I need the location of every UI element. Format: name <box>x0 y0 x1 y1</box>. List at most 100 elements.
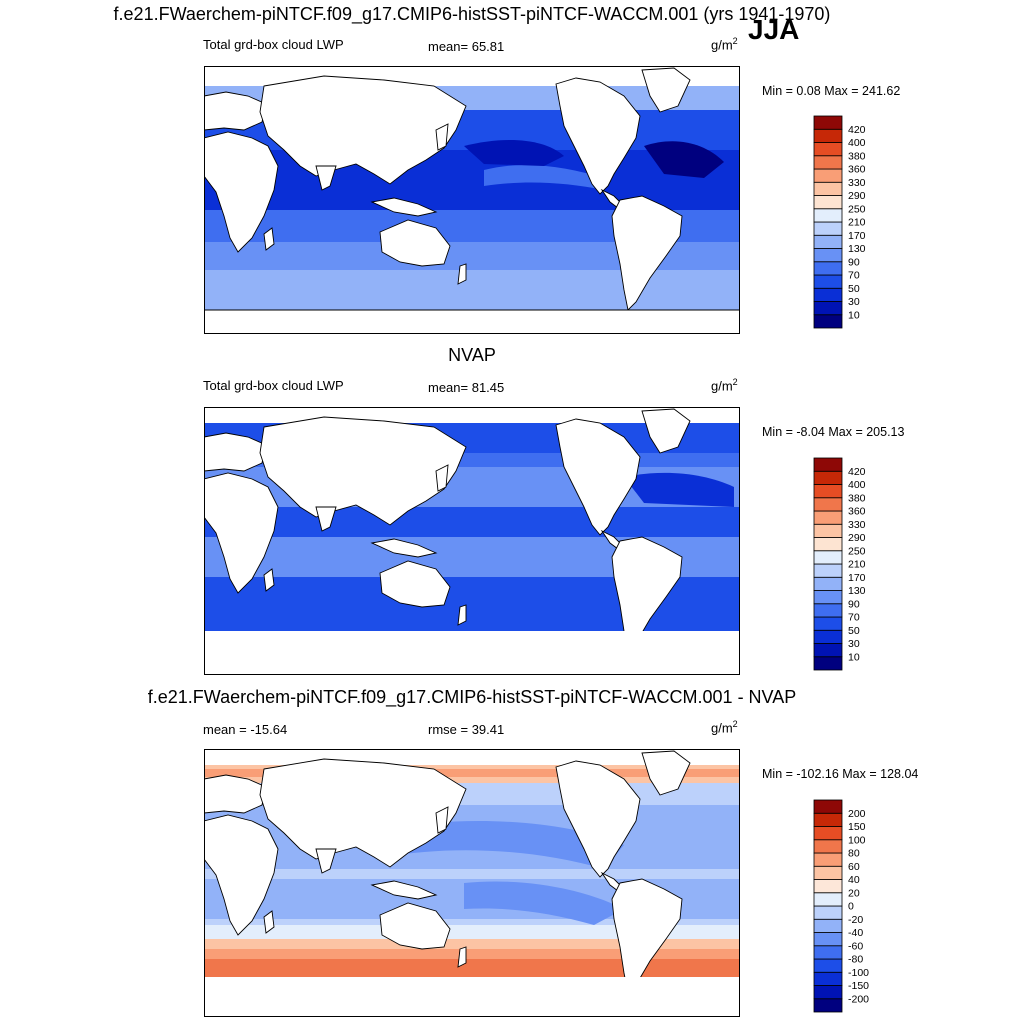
panel-2-units: g/m2 <box>711 377 738 394</box>
missing-data-south <box>204 631 740 675</box>
colorbar-box <box>813 234 843 249</box>
colorbar-tick-label: 290 <box>848 190 866 202</box>
colorbar-box <box>813 274 843 289</box>
colorbar-tick-label: 380 <box>848 492 866 504</box>
colorbar-tick-label: 10 <box>848 651 860 663</box>
tropical-band <box>204 507 740 537</box>
colorbar-tick-label: 80 <box>848 848 860 860</box>
colorbar-tick-label: 360 <box>848 164 866 176</box>
colorbar-box <box>813 142 843 157</box>
colorbar-tick-label: 0 <box>848 901 854 913</box>
colorbar-box <box>813 905 843 920</box>
north-atlantic-navy-patch <box>644 141 724 178</box>
colorbar-tick-label: 90 <box>848 256 860 268</box>
colorbar-tick-label: -150 <box>848 980 869 992</box>
colorbar-box <box>813 195 843 210</box>
panel-3-rmse-label: rmse = 39.41 <box>428 722 505 737</box>
colorbar-box <box>813 826 843 841</box>
panel-3-minmax: Min = -102.16 Max = 128.04 <box>762 767 919 781</box>
colorbar-tick-label: 400 <box>848 479 866 491</box>
panel-3-units: g/m2 <box>711 719 738 736</box>
colorbar-box <box>813 985 843 1000</box>
panel-3-mean-label: mean = -15.64 <box>203 722 288 737</box>
panel-1-map <box>204 66 740 334</box>
colorbar-tick-label: 30 <box>848 296 860 308</box>
colorbar-tick-label: 250 <box>848 545 866 557</box>
figure-title: f.e21.FWaerchem-piNTCF.f09_g17.CMIP6-his… <box>113 4 831 24</box>
colorbar-box <box>813 510 843 525</box>
missing-data-south <box>204 977 740 1017</box>
colorbar-box <box>813 918 843 933</box>
colorbar-tick-label: 150 <box>848 821 866 833</box>
colorbar-box <box>813 523 843 538</box>
colorbar-tick-label: 60 <box>848 861 860 873</box>
colorbar-box <box>813 865 843 880</box>
transition-band <box>204 925 740 941</box>
panel-2-heading: NVAP <box>448 345 496 365</box>
panel-2-variable-label: Total grd-box cloud LWP <box>203 378 344 393</box>
colorbar-tick-label: 360 <box>848 506 866 518</box>
colorbar-box <box>813 998 843 1013</box>
colorbar-box <box>813 932 843 947</box>
southern-ocean-positive-core <box>204 959 740 977</box>
colorbar-box <box>813 892 843 907</box>
colorbar-tick-label: -60 <box>848 940 863 952</box>
colorbar-box <box>813 799 843 814</box>
colorbar-tick-label: 50 <box>848 625 860 637</box>
panel-1-units: g/m2 <box>711 36 738 53</box>
panel-1-mean-label: mean= 65.81 <box>428 39 505 54</box>
colorbar-tick-label: 170 <box>848 572 866 584</box>
colorbar-box <box>813 155 843 170</box>
north-pacific-dark-patch <box>464 140 564 166</box>
colorbar-box <box>813 656 843 671</box>
southern-ocean-outer-band <box>204 270 740 310</box>
colorbar-box <box>813 629 843 644</box>
colorbar-tick-label: 50 <box>848 283 860 295</box>
colorbar-box <box>813 181 843 196</box>
colorbar-box <box>813 248 843 263</box>
colorbar-box <box>813 221 843 236</box>
colorbar-tick-label: 70 <box>848 612 860 624</box>
colorbar-box <box>813 484 843 499</box>
colorbar-tick-label: 420 <box>848 124 866 136</box>
colorbar-tick-label: 130 <box>848 243 866 255</box>
colorbar-box <box>813 470 843 485</box>
colorbar-box <box>813 497 843 512</box>
panel-2-minmax: Min = -8.04 Max = 205.13 <box>762 425 905 439</box>
colorbar-tick-label: 100 <box>848 834 866 846</box>
colorbar-tick-label: 90 <box>848 598 860 610</box>
colorbar-box <box>813 115 843 130</box>
panel-3-heading: f.e21.FWaerchem-piNTCF.f09_g17.CMIP6-his… <box>147 687 797 707</box>
colorbar-box <box>813 616 843 631</box>
panel-1-minmax: Min = 0.08 Max = 241.62 <box>762 84 901 98</box>
colorbar-tick-label: 170 <box>848 230 866 242</box>
colorbar-box <box>813 128 843 143</box>
panel-2-map <box>204 407 740 675</box>
colorbar-box <box>813 301 843 316</box>
colorbar-box <box>813 261 843 276</box>
colorbar-box <box>813 839 843 854</box>
colorbar-tick-label: 210 <box>848 217 866 229</box>
colorbar-box <box>813 563 843 578</box>
colorbar-tick-label: -80 <box>848 954 863 966</box>
colorbar-box <box>813 287 843 302</box>
north-atlantic-dark-patch <box>624 472 734 507</box>
colorbar-tick-label: 20 <box>848 887 860 899</box>
colorbar-box <box>813 576 843 591</box>
colorbar-box <box>813 945 843 960</box>
colorbar-tick-label: 250 <box>848 203 866 215</box>
south-pacific-negative-patch <box>464 881 624 925</box>
colorbar-tick-label: 330 <box>848 519 866 531</box>
panel-2-mean-label: mean= 81.45 <box>428 380 505 395</box>
colorbar-tick-label: 200 <box>848 808 866 820</box>
colorbar-box <box>813 590 843 605</box>
colorbar-box <box>813 812 843 827</box>
north-pacific-negative-patch <box>384 821 624 869</box>
colorbar-tick-label: -100 <box>848 967 869 979</box>
colorbar-box <box>813 457 843 472</box>
colorbar-box <box>813 550 843 565</box>
colorbar-tick-label: 130 <box>848 585 866 597</box>
colorbar-box <box>813 958 843 973</box>
